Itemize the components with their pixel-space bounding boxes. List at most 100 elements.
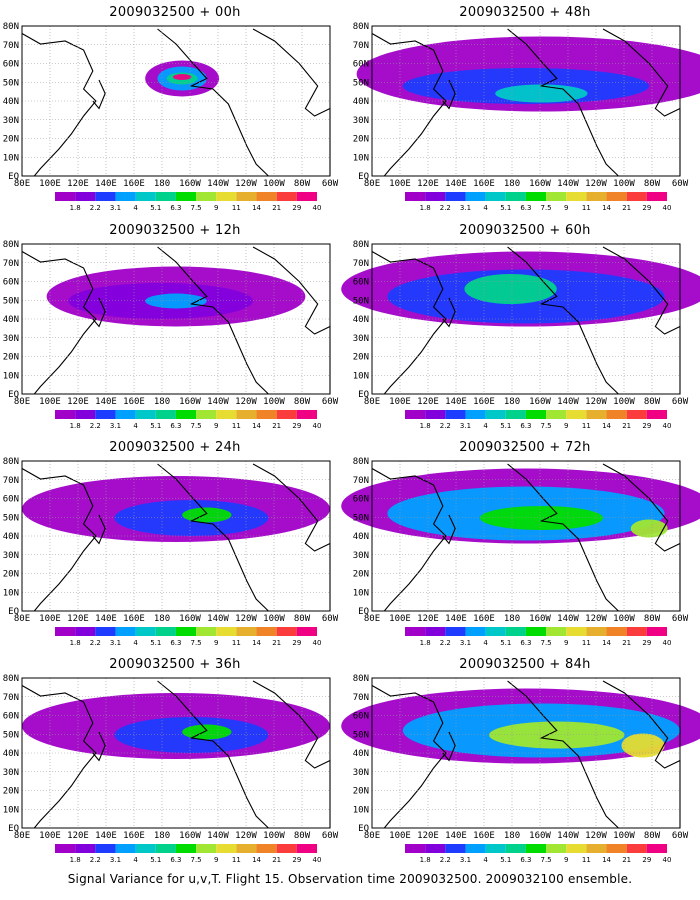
colorbar-swatch xyxy=(276,192,297,201)
variance-field xyxy=(489,721,625,749)
lat-label: 70N xyxy=(3,693,19,703)
colorbar-swatch xyxy=(196,410,217,419)
colorbar-label: 4 xyxy=(483,422,488,430)
colorbar-swatch xyxy=(55,192,76,201)
lon-label: 140E xyxy=(445,614,467,624)
variance-field xyxy=(182,724,232,740)
colorbar-swatch xyxy=(296,627,317,636)
lon-label: 100W xyxy=(263,397,285,407)
coastline-north-america xyxy=(507,463,681,612)
variance-field xyxy=(630,519,668,538)
colorbar-label: 14 xyxy=(252,639,261,647)
colorbar-label: 1.8 xyxy=(420,639,431,647)
lon-label: 120E xyxy=(417,831,439,841)
colorbar-swatch xyxy=(95,844,116,853)
colorbar-label: 40 xyxy=(313,204,322,212)
lon-label: 60W xyxy=(322,179,339,189)
colorbar-label: 9 xyxy=(214,422,218,430)
map-frame xyxy=(21,243,331,395)
colorbar-swatch xyxy=(276,410,297,419)
colorbar-swatch xyxy=(606,192,627,201)
coastline-north-america xyxy=(157,28,331,177)
lat-label: EQ xyxy=(358,390,369,400)
map-frame xyxy=(21,25,331,177)
lat-label: 60N xyxy=(353,278,369,288)
colorbar-swatch xyxy=(485,410,506,419)
variance-field xyxy=(172,74,192,80)
lat-label: 50N xyxy=(3,78,19,88)
lat-label: 20N xyxy=(353,353,369,363)
colorbar-swatch xyxy=(445,410,466,419)
panel-title: 2009032500 + 60h xyxy=(459,223,591,238)
colorbar-swatch xyxy=(566,627,587,636)
lon-label: 120W xyxy=(585,397,607,407)
colorbar-swatch xyxy=(525,627,547,636)
colorbar-label: 5.1 xyxy=(150,422,161,430)
coastline-north-america xyxy=(507,680,681,829)
colorbar-label: 1.8 xyxy=(420,204,431,212)
lon-label: 160W xyxy=(179,179,201,189)
lon-label: 80W xyxy=(294,179,311,189)
coastline-japan xyxy=(442,514,456,545)
variance-field xyxy=(145,293,207,309)
colorbar-label: 11 xyxy=(582,204,591,212)
lon-label: 60W xyxy=(672,614,689,624)
colorbar-swatch xyxy=(505,627,526,636)
lat-label: 30N xyxy=(353,768,369,778)
colorbar-label: 2.2 xyxy=(90,422,101,430)
colorbar-label: 21 xyxy=(622,856,631,864)
colorbar-label: 40 xyxy=(663,422,672,430)
colorbar-label: 21 xyxy=(272,639,281,647)
lat-label: 80N xyxy=(3,457,19,467)
colorbar-swatch xyxy=(405,844,426,853)
lat-label: 10N xyxy=(353,805,369,815)
colorbar-swatch xyxy=(425,627,446,636)
coastline-asia xyxy=(21,468,97,612)
lat-label: 20N xyxy=(353,570,369,580)
colorbar-label: 14 xyxy=(602,856,611,864)
coastline-asia xyxy=(371,685,447,829)
lat-label: 80N xyxy=(3,240,19,250)
lat-label: 50N xyxy=(353,513,369,523)
lat-label: 20N xyxy=(353,787,369,797)
lon-label: 180 xyxy=(504,397,520,407)
lon-label: 180 xyxy=(504,614,520,624)
colorbar-label: 9 xyxy=(214,204,218,212)
lon-label: 80W xyxy=(294,831,311,841)
lat-label: 70N xyxy=(353,259,369,269)
colorbar-swatch xyxy=(276,844,297,853)
colorbar-swatch xyxy=(405,410,426,419)
colorbar-label: 40 xyxy=(663,204,672,212)
lat-label: 80N xyxy=(353,240,369,250)
lon-label: 120W xyxy=(585,831,607,841)
lon-label: 180 xyxy=(154,397,170,407)
colorbar-label: 5.1 xyxy=(500,422,511,430)
colorbar-swatch xyxy=(55,410,76,419)
map-frame xyxy=(371,677,681,829)
forecast-panel: 2009032500 + 84h 80N 70N 60N 50N 40N 30N 20N 10N… xyxy=(341,656,700,876)
lat-label: 60N xyxy=(353,60,369,70)
panel-title: 2009032500 + 36h xyxy=(109,657,241,672)
lat-label: 30N xyxy=(353,551,369,561)
colorbar-label: 3.1 xyxy=(460,422,471,430)
lat-label: 30N xyxy=(353,334,369,344)
lon-label: 100E xyxy=(39,831,61,841)
lon-label: 120E xyxy=(67,614,89,624)
lat-label: 40N xyxy=(3,749,19,759)
colorbar-swatch xyxy=(445,192,466,201)
colorbar-label: 3.1 xyxy=(460,639,471,647)
lat-label: 40N xyxy=(353,315,369,325)
forecast-panel: 2009032500 + 12h 80N 70N 60N 50N 40N 30N 20N 10N… xyxy=(0,222,350,442)
colorbar-swatch xyxy=(155,844,176,853)
colorbar-swatch xyxy=(405,192,426,201)
colorbar-swatch xyxy=(646,627,667,636)
colorbar-swatch xyxy=(586,192,607,201)
colorbar-swatch xyxy=(566,410,587,419)
colorbar-label: 2.2 xyxy=(90,204,101,212)
lat-label: 30N xyxy=(3,768,19,778)
colorbar-label: 2.2 xyxy=(90,639,101,647)
colorbar-swatch xyxy=(95,627,116,636)
colorbar-label: 6.3 xyxy=(170,422,181,430)
lon-label: 160E xyxy=(473,397,495,407)
